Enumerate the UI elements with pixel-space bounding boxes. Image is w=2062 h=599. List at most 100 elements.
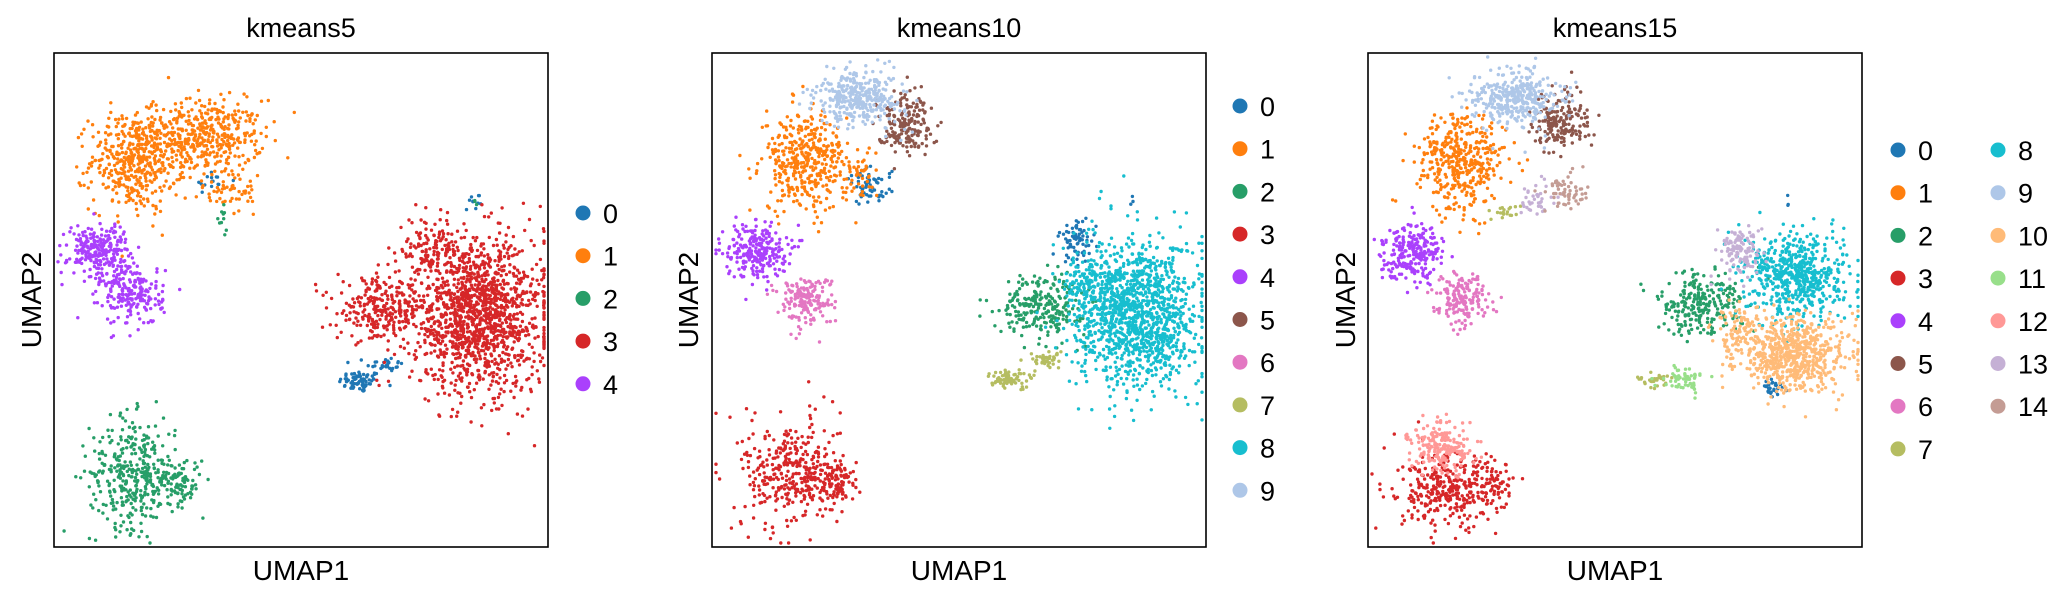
point-cluster-3 <box>452 253 456 257</box>
point-cluster-3 <box>526 407 530 411</box>
point-cluster-1 <box>191 128 195 132</box>
point-cluster-1 <box>105 154 110 159</box>
point-cluster-1 <box>215 185 220 190</box>
point-cluster-1 <box>81 171 85 176</box>
point-cluster-3 <box>854 485 858 490</box>
point-cluster-1 <box>795 166 799 170</box>
point-cluster-0 <box>1064 229 1069 234</box>
point-cluster-1 <box>161 124 166 128</box>
point-cluster-1 <box>199 179 204 183</box>
point-cluster-3 <box>512 395 516 400</box>
point-cluster-2 <box>139 529 144 534</box>
point-cluster-3 <box>516 353 520 358</box>
point-cluster-1 <box>112 163 117 168</box>
point-cluster-1 <box>86 119 90 123</box>
point-cluster-2 <box>1070 307 1075 311</box>
point-cluster-3 <box>461 309 466 314</box>
point-cluster-3 <box>499 306 504 310</box>
point-cluster-1 <box>161 163 165 168</box>
point-cluster-1 <box>824 196 829 201</box>
point-cluster-1 <box>251 212 255 216</box>
point-cluster-2 <box>138 493 143 497</box>
point-cluster-1 <box>130 126 134 131</box>
point-cluster-3 <box>515 252 519 256</box>
point-cluster-3 <box>761 492 765 496</box>
point-cluster-4 <box>161 283 165 288</box>
point-cluster-3 <box>500 206 504 210</box>
point-cluster-3 <box>532 243 536 248</box>
point-cluster-2 <box>93 538 98 542</box>
point-cluster-3 <box>804 460 808 465</box>
point-cluster-3 <box>476 337 480 341</box>
point-cluster-1 <box>114 124 119 129</box>
point-cluster-3 <box>448 317 453 321</box>
point-cluster-4 <box>119 257 123 262</box>
point-cluster-4 <box>75 244 79 248</box>
point-cluster-3 <box>407 304 411 308</box>
point-cluster-3 <box>815 513 819 517</box>
point-cluster-1 <box>121 132 126 136</box>
point-cluster-3 <box>511 301 515 305</box>
point-cluster-3 <box>375 297 379 301</box>
point-cluster-3 <box>460 306 464 310</box>
point-cluster-3 <box>464 337 468 341</box>
point-cluster-3 <box>424 250 428 254</box>
point-cluster-3 <box>517 333 521 337</box>
point-cluster-3 <box>534 262 539 267</box>
point-cluster-1 <box>136 162 140 166</box>
point-cluster-2 <box>1036 279 1040 284</box>
point-cluster-1 <box>117 177 121 182</box>
point-cluster-1 <box>178 141 183 145</box>
point-cluster-3 <box>425 328 429 333</box>
point-cluster-1 <box>131 142 135 146</box>
point-cluster-1 <box>156 169 160 173</box>
point-cluster-1 <box>117 182 121 186</box>
point-cluster-1 <box>145 171 149 175</box>
point-cluster-1 <box>107 125 111 129</box>
point-cluster-3 <box>763 527 767 532</box>
point-cluster-3 <box>477 280 481 284</box>
point-cluster-1 <box>138 199 142 203</box>
point-cluster-0 <box>396 361 400 365</box>
point-cluster-1 <box>211 150 216 154</box>
point-cluster-1 <box>800 150 804 154</box>
point-cluster-2 <box>109 470 113 474</box>
point-cluster-3 <box>772 438 776 442</box>
point-cluster-4 <box>113 230 118 234</box>
point-cluster-3 <box>515 412 520 416</box>
point-cluster-1 <box>195 141 199 145</box>
point-cluster-3 <box>422 294 426 298</box>
point-cluster-3 <box>481 377 485 381</box>
point-cluster-3 <box>434 239 438 243</box>
point-cluster-1 <box>109 169 114 173</box>
point-cluster-1 <box>208 116 212 121</box>
point-cluster-3 <box>475 357 479 361</box>
point-cluster-3 <box>344 318 348 322</box>
point-cluster-2 <box>146 471 150 475</box>
point-cluster-4 <box>123 237 128 241</box>
point-cluster-4 <box>128 280 133 284</box>
point-cluster-2 <box>1048 319 1053 324</box>
point-cluster-3 <box>379 334 383 339</box>
point-cluster-3 <box>446 283 450 287</box>
point-cluster-4 <box>72 271 76 275</box>
point-cluster-1 <box>253 143 257 147</box>
point-cluster-1 <box>153 170 157 175</box>
point-cluster-3 <box>536 334 540 339</box>
point-cluster-3 <box>410 304 414 309</box>
point-cluster-3 <box>461 297 465 302</box>
point-cluster-3 <box>458 333 462 337</box>
point-cluster-1 <box>819 221 824 225</box>
point-cluster-3 <box>397 319 401 324</box>
point-cluster-3 <box>487 387 491 391</box>
point-cluster-3 <box>410 315 415 320</box>
point-cluster-3 <box>538 359 543 364</box>
point-cluster-1 <box>191 142 195 147</box>
point-cluster-4 <box>97 282 101 287</box>
point-cluster-3 <box>488 342 492 346</box>
point-cluster-3 <box>391 301 395 305</box>
point-cluster-3 <box>786 469 790 473</box>
point-cluster-1 <box>809 122 813 126</box>
point-cluster-1 <box>230 113 234 117</box>
